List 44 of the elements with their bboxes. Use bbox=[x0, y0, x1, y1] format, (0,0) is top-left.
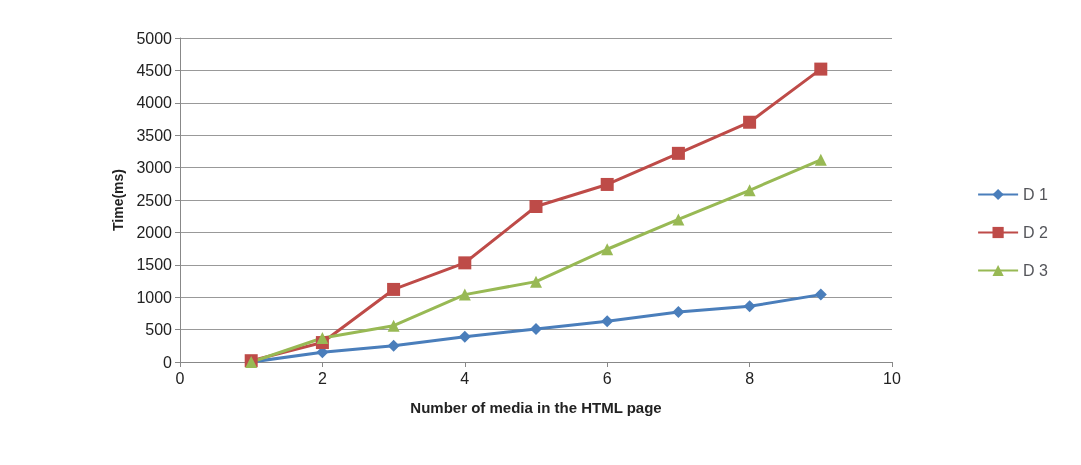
point bbox=[743, 300, 756, 313]
point bbox=[458, 256, 472, 270]
y-tick-label: 2500 bbox=[136, 191, 173, 209]
x-tick-label: 8 bbox=[745, 369, 755, 387]
point bbox=[672, 213, 685, 226]
y-tick-label: 3500 bbox=[136, 126, 173, 144]
point bbox=[814, 288, 827, 301]
point bbox=[814, 153, 827, 166]
y-tick-label: 4000 bbox=[136, 94, 173, 112]
point bbox=[601, 243, 614, 256]
y-tick-label: 1500 bbox=[136, 256, 173, 274]
x-axis-title: Number of media in the HTML page bbox=[410, 399, 662, 416]
x-tick-label: 0 bbox=[175, 369, 185, 387]
y-tick-label: 3000 bbox=[136, 159, 173, 177]
point bbox=[601, 315, 614, 328]
y-tick-label: 5000 bbox=[136, 29, 173, 47]
legend-label: D 1 bbox=[1023, 186, 1049, 203]
y-tick-label: 1000 bbox=[136, 288, 173, 306]
point bbox=[458, 288, 471, 301]
point bbox=[814, 62, 828, 76]
point bbox=[743, 184, 756, 197]
x-tick-label: 2 bbox=[317, 369, 327, 387]
point bbox=[387, 339, 400, 352]
y-tick-label: 2000 bbox=[136, 223, 173, 241]
point bbox=[530, 275, 542, 288]
y-axis-title: Time(ms) bbox=[110, 169, 126, 231]
y-tick-label: 4500 bbox=[136, 61, 173, 79]
x-tick-label: 10 bbox=[883, 369, 901, 387]
x-tick-label: 4 bbox=[460, 369, 470, 387]
y-tick-label: 0 bbox=[163, 353, 173, 371]
point bbox=[316, 332, 329, 345]
legend-label: D 2 bbox=[1023, 224, 1049, 241]
point bbox=[529, 199, 543, 213]
y-tick-label: 500 bbox=[145, 321, 173, 339]
point bbox=[672, 306, 685, 319]
legend-label: D 3 bbox=[1023, 262, 1049, 279]
point bbox=[458, 330, 471, 343]
point bbox=[671, 146, 685, 160]
point bbox=[600, 177, 614, 191]
point bbox=[387, 319, 400, 332]
point bbox=[530, 322, 542, 335]
x-tick-label: 6 bbox=[602, 369, 612, 387]
point bbox=[743, 115, 757, 129]
point bbox=[387, 282, 401, 296]
